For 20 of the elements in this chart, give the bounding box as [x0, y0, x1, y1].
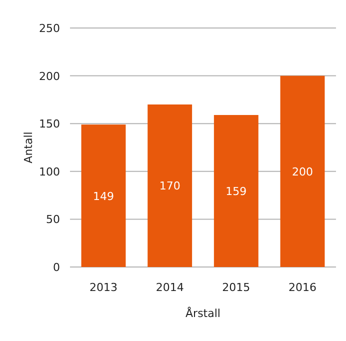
x-tick-label: 2015: [222, 281, 250, 294]
x-tick-label: 2013: [90, 281, 118, 294]
x-tick-label: 2014: [156, 281, 184, 294]
y-tick-label: 200: [39, 70, 60, 83]
y-tick-label: 250: [39, 22, 60, 35]
data-label: 149: [93, 190, 114, 203]
y-tick-label: 100: [39, 165, 60, 178]
bar: [214, 114, 258, 267]
bar: [280, 76, 325, 267]
y-axis-title: Antall: [22, 132, 35, 164]
x-axis-title: Årstall: [186, 306, 220, 320]
x-tick-label: 2016: [288, 281, 316, 294]
y-tick-label: 150: [39, 118, 60, 131]
data-label: 200: [292, 165, 313, 178]
bar: [148, 104, 192, 267]
y-tick-label: 0: [53, 261, 60, 274]
y-tick-label: 50: [46, 213, 60, 226]
data-label: 170: [159, 180, 180, 193]
data-label: 159: [226, 185, 247, 198]
bar: [81, 124, 126, 267]
